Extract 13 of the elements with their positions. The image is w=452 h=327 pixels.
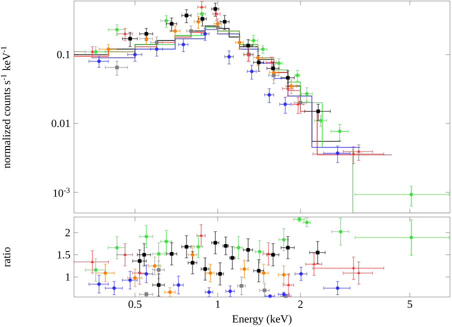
y-tick-label: 1	[66, 273, 70, 281]
y-axis-title: normalized counts s$^{-1}$ keV$^{-1}$	[1, 46, 10, 168]
y-tick-label: 0.1	[57, 50, 70, 58]
y-tick-label: 1.5	[58, 251, 70, 258]
x-axis-title: Energy (keV)	[232, 314, 292, 325]
y-tick-label: 0.01	[52, 120, 70, 128]
y-tick-label: 10$^{-3}$	[54, 188, 70, 197]
x-tick-label: 5	[408, 300, 412, 308]
y-tick-label: 2	[65, 228, 70, 236]
x-tick-label: 1	[216, 300, 220, 308]
x-tick-label: 2	[298, 300, 303, 308]
y-axis-title: ratio	[2, 247, 10, 267]
x-tick-label: 0.5	[128, 300, 142, 308]
